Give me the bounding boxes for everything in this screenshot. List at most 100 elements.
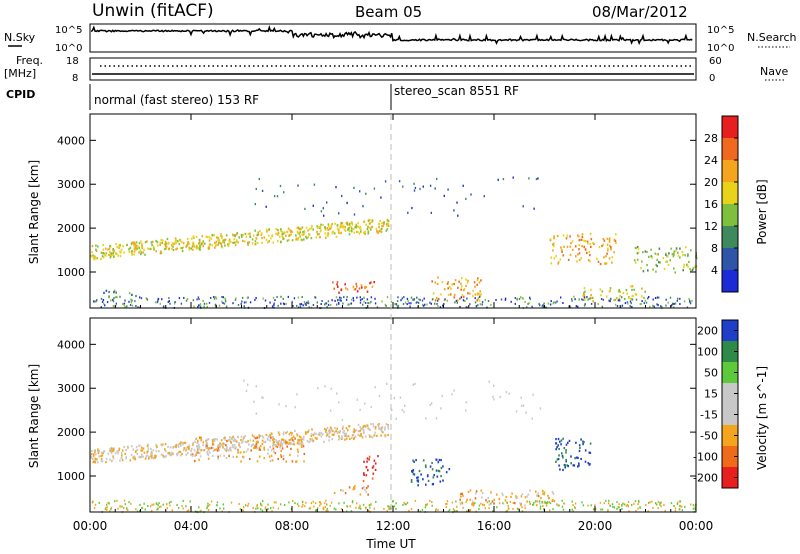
data-cell: [277, 507, 280, 510]
data-cell: [465, 278, 467, 281]
freq-right-tick-bottom: 0: [709, 73, 715, 84]
data-cell: [431, 298, 434, 301]
noise-sky-trace: [90, 25, 693, 46]
data-cell: [655, 263, 657, 266]
data-cell: [348, 486, 351, 489]
data-cell: [474, 502, 476, 505]
data-cell: [350, 226, 353, 229]
data-cell: [575, 255, 577, 258]
data-cell: [340, 225, 342, 228]
data-cell: [292, 435, 295, 438]
data-cell: [446, 282, 449, 285]
data-cell: [410, 302, 412, 305]
data-cell: [135, 508, 137, 511]
data-cell: [289, 431, 292, 434]
data-cell: [182, 507, 184, 510]
data-cell: [673, 267, 675, 270]
data-cell: [255, 441, 258, 444]
data-cell: [490, 502, 492, 505]
data-cell: [125, 448, 127, 452]
data-cell: [235, 440, 238, 443]
colorbar-segment: [722, 446, 738, 467]
data-cell: [279, 444, 282, 447]
data-cell: [519, 502, 521, 505]
data-cell: [232, 233, 234, 236]
data-cell: [214, 438, 217, 441]
data-cell: [365, 466, 368, 469]
data-cell: [335, 235, 338, 238]
data-cell: [261, 237, 263, 240]
data-cell: [529, 298, 531, 301]
data-cell: [326, 433, 329, 436]
data-cell: [96, 458, 98, 461]
data-cell: [135, 248, 137, 251]
data-cell: [203, 449, 206, 452]
data-cell: [217, 243, 219, 246]
data-cell: [327, 234, 329, 237]
data-cell: [480, 489, 483, 492]
data-cell: [413, 460, 415, 463]
data-cell: [354, 485, 356, 488]
data-cell: [215, 244, 217, 247]
data-cell: [367, 469, 369, 472]
data-cell: [518, 298, 521, 300]
data-cell: [95, 300, 97, 303]
data-cell: [387, 219, 390, 223]
data-cell: [604, 262, 606, 265]
data-cell: [172, 452, 174, 455]
data-cell: [286, 441, 289, 444]
data-cell: [364, 232, 366, 236]
data-cell: [630, 302, 632, 305]
data-cell: [320, 502, 322, 505]
data-cell: [437, 461, 440, 464]
data-cell: [465, 510, 468, 513]
data-cell: [101, 255, 104, 258]
data-cell: [299, 231, 302, 234]
data-cell: [516, 298, 518, 301]
data-cell: [453, 209, 455, 212]
data-cell: [327, 300, 330, 303]
data-cell: [167, 301, 169, 303]
data-cell: [668, 252, 670, 255]
data-cell: [511, 492, 513, 495]
data-cell: [543, 493, 545, 496]
data-cell: [359, 301, 362, 304]
data-cell: [295, 460, 298, 463]
data-cell: [397, 304, 400, 307]
data-cell: [108, 247, 111, 250]
data-cell: [349, 437, 351, 441]
data-cell: [358, 227, 361, 230]
data-cell: [367, 229, 370, 232]
data-cell: [244, 232, 247, 235]
data-cell: [630, 285, 632, 288]
data-cell: [582, 299, 584, 301]
data-cell: [264, 506, 267, 509]
data-cell: [90, 255, 92, 258]
data-cell: [389, 507, 391, 510]
data-cell: [460, 495, 462, 498]
data-cell: [206, 451, 208, 454]
data-cell: [501, 492, 504, 495]
data-cell: [608, 499, 610, 502]
data-cell: [359, 230, 362, 233]
data-cell: [269, 446, 271, 449]
data-cell: [653, 305, 655, 308]
data-cell: [249, 232, 251, 235]
data-cell: [430, 302, 432, 305]
data-cell: [180, 444, 182, 447]
data-cell: [110, 252, 112, 255]
data-cell: [254, 298, 256, 301]
data-cell: [388, 508, 390, 510]
data-cell: [368, 428, 370, 431]
data-cell: [584, 290, 586, 293]
data-cell: [301, 296, 303, 298]
data-cell: [117, 450, 120, 453]
y-tick-label: 2000: [57, 222, 85, 235]
data-cell: [153, 457, 155, 460]
data-cell: [635, 510, 637, 512]
data-cell: [401, 297, 403, 300]
data-cell: [464, 300, 466, 302]
data-cell: [304, 207, 306, 210]
data-cell: [284, 442, 287, 445]
